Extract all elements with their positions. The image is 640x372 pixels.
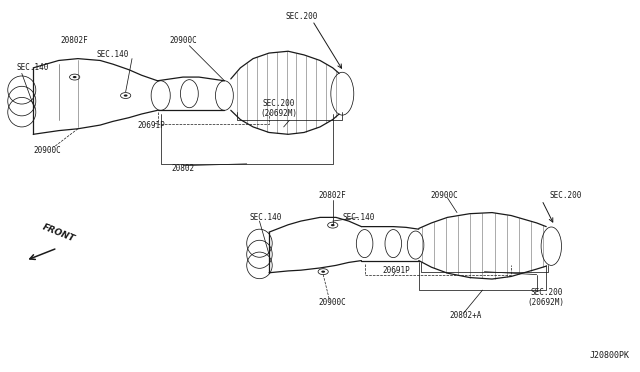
- Text: SEC.140: SEC.140: [97, 51, 129, 60]
- Text: 20900C: 20900C: [319, 298, 347, 307]
- Text: SEC.200: SEC.200: [286, 12, 318, 21]
- Text: 20691P: 20691P: [137, 121, 165, 129]
- Text: 20691P: 20691P: [383, 266, 410, 275]
- Text: J20800PK: J20800PK: [589, 350, 629, 359]
- Text: SEC.140: SEC.140: [250, 213, 282, 222]
- Text: SEC.200
(20692M): SEC.200 (20692M): [260, 99, 297, 118]
- Text: SEC.200
(20692M): SEC.200 (20692M): [528, 288, 564, 307]
- Circle shape: [73, 76, 77, 78]
- Text: SEC.140: SEC.140: [16, 63, 49, 72]
- Text: 20900C: 20900C: [169, 36, 197, 45]
- Text: SEC.140: SEC.140: [342, 213, 374, 222]
- Text: 20900C: 20900C: [33, 147, 61, 155]
- Text: 20802F: 20802F: [319, 191, 347, 200]
- Text: 20802F: 20802F: [61, 36, 88, 45]
- Text: 20802+A: 20802+A: [449, 311, 481, 320]
- Circle shape: [331, 224, 335, 226]
- Text: SEC.200: SEC.200: [549, 191, 582, 200]
- Text: 20802: 20802: [172, 164, 195, 173]
- Circle shape: [321, 270, 325, 273]
- Text: 20900C: 20900C: [430, 191, 458, 200]
- Circle shape: [124, 94, 127, 97]
- Text: FRONT: FRONT: [41, 222, 76, 243]
